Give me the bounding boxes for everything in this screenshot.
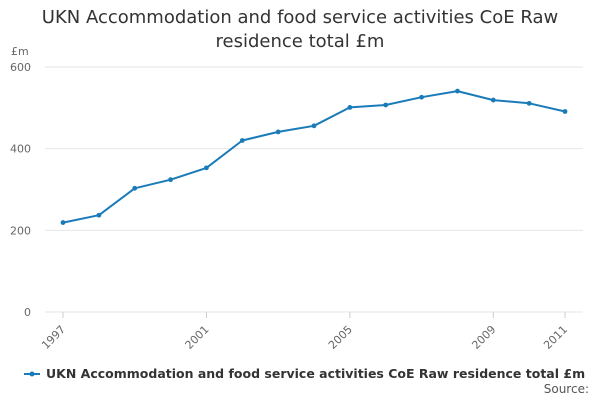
chart-title: UKN Accommodation and food service activ… [0,6,600,54]
x-tick-label-2001: 2001 [183,323,212,352]
data-point-2004 [311,123,317,129]
data-point-1999 [132,185,138,191]
data-point-2010 [526,100,532,106]
series-line-0 [62,90,566,224]
y-tick-label-0: 0 [24,306,31,319]
x-tick-label-2009: 2009 [469,323,498,352]
chart-title-line-2: residence total £m [215,31,385,52]
legend-line-icon [24,371,40,376]
x-tick-label-1997: 1997 [39,323,68,352]
y-axis-label: £m [11,45,29,58]
legend-label: UKN Accommodation and food service activ… [46,366,586,381]
data-point-2008 [455,88,460,94]
data-point-2011 [562,109,568,114]
source-credit: Source: [543,382,589,396]
data-point-1998 [96,212,102,218]
chart-title-line-1: UKN Accommodation and food service activ… [41,7,559,28]
y-tick-label-200: 200 [10,224,31,237]
data-point-2000 [168,177,173,183]
data-point-2007 [419,94,424,100]
data-point-2006 [383,102,389,108]
y-tick-label-400: 400 [10,143,31,156]
data-point-1997 [60,220,66,225]
data-point-2009 [490,97,496,103]
x-tick-label-2005: 2005 [326,323,355,352]
data-point-2001 [204,165,209,171]
chart-legend[interactable]: UKN Accommodation and food service activ… [24,366,585,381]
y-tick-label-600: 600 [10,61,31,74]
data-point-2002 [239,138,245,143]
data-point-2005 [347,105,353,110]
data-point-2003 [275,129,281,135]
x-tick-label-2011: 2011 [541,323,570,352]
